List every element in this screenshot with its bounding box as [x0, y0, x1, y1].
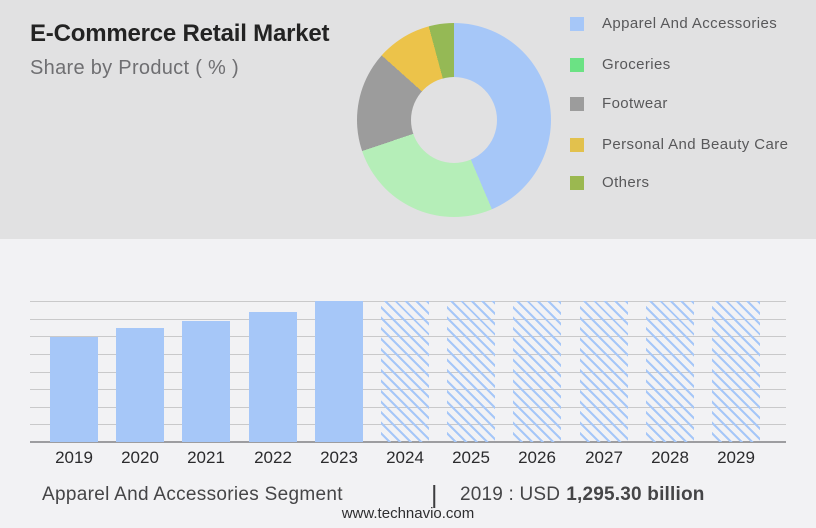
legend-swatch-groceries: [570, 58, 584, 72]
segment-caption: Apparel And Accessories Segment: [42, 484, 343, 505]
bar-forecast-2025: [447, 301, 495, 442]
x-axis-label-2026: 2026: [518, 448, 556, 467]
bar-forecast-2027: [580, 301, 628, 442]
legend-swatch-apparel: [570, 17, 584, 31]
website-url: www.technavio.com: [341, 505, 475, 522]
legend-item-groceries: Groceries: [570, 56, 790, 73]
bar-2021: [182, 321, 230, 442]
header-section: E-Commerce Retail Market Share by Produc…: [0, 0, 816, 239]
x-axis-label-2022: 2022: [254, 448, 292, 467]
bar-forecast-2028: [646, 301, 694, 442]
bar-2019: [50, 337, 98, 442]
value-caption: 2019 : USD 1,295.30 billion: [460, 484, 705, 506]
legend: Apparel And Accessories Groceries Footwe…: [570, 0, 808, 239]
bar-chart: 2019 2020 2021 2022 2023 2024 2025 2026 2027 2028…: [30, 301, 786, 467]
bar-2022: [249, 312, 297, 442]
bar-forecast-2029: [712, 301, 760, 442]
legend-label: Footwear: [602, 95, 668, 112]
x-axis-label-2028: 2028: [651, 448, 689, 467]
legend-item-others: Others: [570, 174, 790, 191]
legend-label: Groceries: [602, 56, 671, 73]
x-axis-label-2024: 2024: [386, 448, 424, 467]
legend-label: Apparel And Accessories: [602, 15, 778, 32]
value-caption-prefix: 2019 : USD: [460, 484, 561, 505]
bar-2023: [315, 301, 363, 442]
legend-swatch-footwear: [570, 97, 584, 111]
page-title: E-Commerce Retail Market: [30, 20, 330, 47]
x-axis-label-2020: 2020: [121, 448, 159, 467]
x-axis-label-2021: 2021: [187, 448, 225, 467]
x-axis-label-2027: 2027: [585, 448, 623, 467]
legend-swatch-personal-beauty-care: [570, 138, 584, 152]
value-caption-amount: 1,295.30 billion: [566, 484, 705, 505]
bar-forecast-2026: [513, 301, 561, 442]
legend-item-apparel: Apparel And Accessories: [570, 15, 790, 32]
legend-label: Others: [602, 174, 650, 191]
page-subtitle: Share by Product ( % ): [30, 57, 239, 79]
donut-chart: [357, 23, 551, 217]
legend-item-footwear: Footwear: [570, 95, 790, 112]
legend-label: Personal And Beauty Care: [602, 136, 789, 153]
x-axis-line: [30, 441, 786, 443]
bar-forecast-2024: [381, 301, 429, 442]
donut-hole: [411, 77, 497, 163]
bar-2020: [116, 328, 164, 442]
x-axis-label-2019: 2019: [55, 448, 93, 467]
x-axis-label-2023: 2023: [320, 448, 358, 467]
x-axis-label-2029: 2029: [717, 448, 755, 467]
x-axis-label-2025: 2025: [452, 448, 490, 467]
legend-item-personal-beauty-care: Personal And Beauty Care: [570, 136, 790, 153]
caption-divider: |: [431, 481, 438, 509]
legend-swatch-others: [570, 176, 584, 190]
